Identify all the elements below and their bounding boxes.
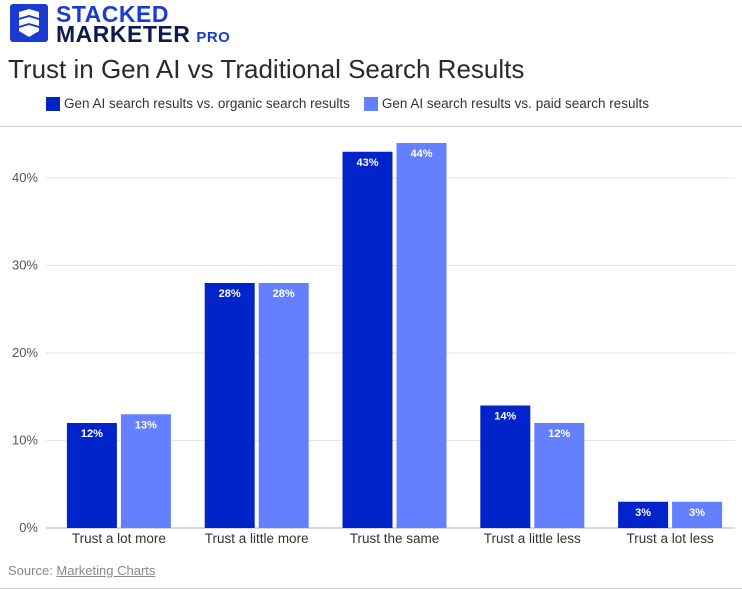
data-label: 13%: [135, 419, 157, 431]
bottom-divider: [0, 588, 742, 589]
chart-legend: Gen AI search results vs. organic search…: [46, 96, 649, 111]
x-tick-label: Trust a lot more: [72, 531, 166, 546]
data-label: 44%: [410, 148, 432, 160]
bar-paid: [672, 501, 723, 528]
chart-title: Trust in Gen AI vs Traditional Search Re…: [8, 54, 525, 84]
data-label: 12%: [548, 428, 570, 440]
source-prefix: Source:: [8, 563, 57, 578]
data-label: 28%: [219, 288, 241, 300]
x-tick-label: Trust the same: [350, 531, 440, 546]
logo-pro-badge: PRO: [196, 29, 231, 46]
bar-organic: [66, 423, 117, 528]
logo-wordmark: STACKED MARKETER PRO: [56, 1, 231, 48]
data-label: 3%: [689, 507, 705, 519]
bar-organic: [480, 405, 531, 528]
source-note: Source: Marketing Charts: [8, 563, 155, 578]
bar-paid: [396, 143, 447, 528]
legend-item-organic[interactable]: Gen AI search results vs. organic search…: [46, 96, 350, 111]
x-tick-label: Trust a lot less: [626, 531, 714, 546]
brand-logo[interactable]: STACKED MARKETER PRO: [10, 1, 231, 48]
x-tick-label: Trust a little less: [484, 531, 581, 546]
logo-line2: MARKETER: [56, 21, 191, 47]
legend-swatch-organic: [46, 96, 60, 111]
logo-line1: STACKED: [56, 1, 169, 27]
bar-paid: [120, 414, 171, 528]
legend-label-organic: Gen AI search results vs. organic search…: [64, 96, 350, 111]
legend-item-paid[interactable]: Gen AI search results vs. paid search re…: [363, 96, 649, 111]
data-label: 12%: [81, 428, 103, 440]
y-tick-label: 20%: [12, 345, 38, 360]
top-divider: [0, 126, 742, 127]
x-tick-label: Trust a little more: [205, 531, 309, 546]
bar-paid: [258, 283, 309, 528]
data-label: 14%: [494, 411, 516, 423]
y-tick-label: 30%: [12, 258, 38, 273]
data-label: 43%: [356, 157, 378, 169]
logo-shield-icon: [10, 4, 48, 42]
data-label: 28%: [273, 288, 295, 300]
bar-paid: [534, 423, 585, 528]
y-tick-label: 40%: [12, 170, 38, 185]
y-tick-label: 10%: [12, 433, 38, 448]
y-tick-label: 0%: [19, 520, 38, 535]
bar-organic: [342, 151, 393, 528]
bar-organic: [618, 501, 669, 528]
source-link[interactable]: Marketing Charts: [56, 563, 156, 578]
legend-label-paid: Gen AI search results vs. paid search re…: [381, 96, 649, 111]
data-label: 3%: [635, 507, 651, 519]
bar-organic: [204, 283, 255, 528]
legend-swatch-paid: [363, 96, 378, 111]
